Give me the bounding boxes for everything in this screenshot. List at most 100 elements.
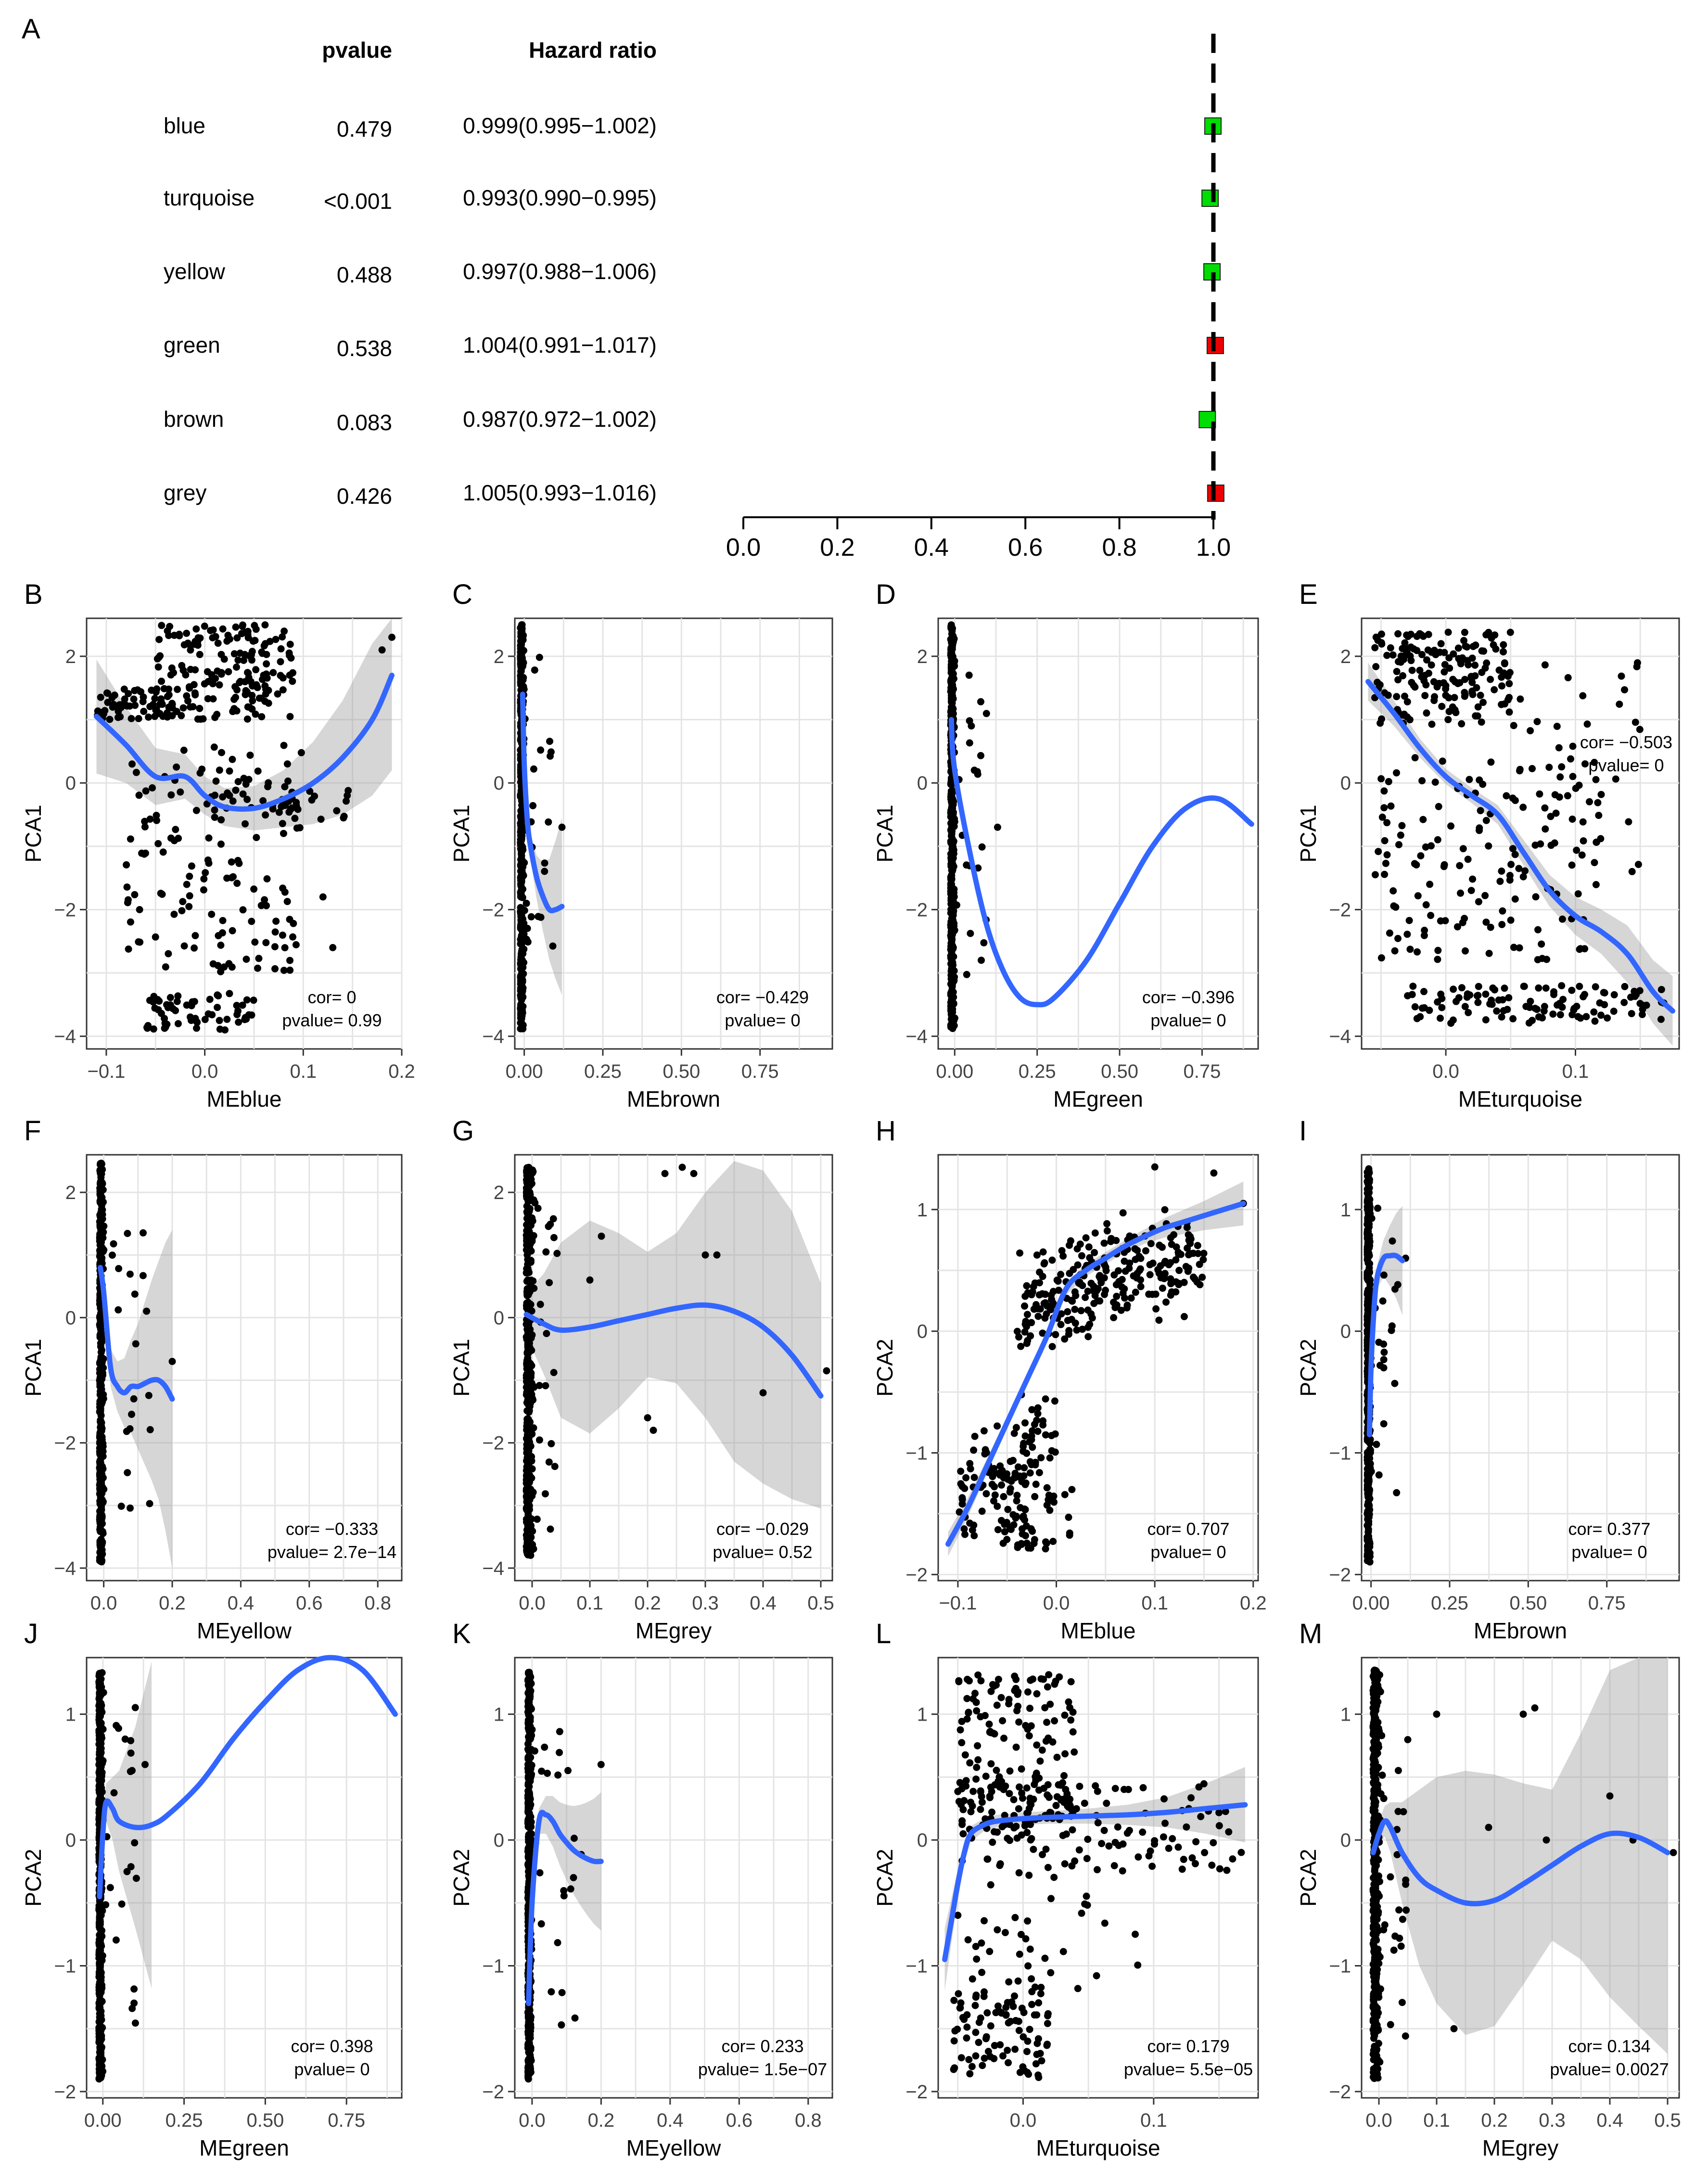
data-point — [1016, 1249, 1023, 1257]
data-point — [97, 1354, 105, 1361]
data-point — [1385, 778, 1392, 785]
data-point — [165, 685, 173, 693]
data-point — [973, 768, 981, 776]
data-point — [1464, 990, 1471, 998]
data-point — [219, 917, 227, 924]
data-point — [1505, 708, 1513, 716]
x-axis-label: MEgreen — [199, 2135, 289, 2160]
data-point — [970, 1532, 978, 1540]
data-point — [1471, 662, 1479, 669]
cor-annotation: cor= −0.503 — [1580, 732, 1672, 752]
data-point — [948, 1015, 956, 1022]
data-point — [947, 906, 955, 913]
x-tick-label: 0.0 — [1043, 1593, 1070, 1614]
data-point — [233, 1002, 241, 1009]
data-point — [1491, 686, 1498, 693]
data-point — [1365, 1165, 1373, 1173]
data-point — [1087, 1279, 1095, 1287]
data-point — [262, 690, 269, 698]
cor-annotation: cor= 0.377 — [1568, 1519, 1650, 1539]
data-point — [115, 701, 123, 709]
data-point — [1459, 919, 1466, 926]
y-axis-label: PCA2 — [872, 1339, 897, 1396]
data-point — [191, 932, 199, 939]
y-tick-label: 0 — [494, 773, 504, 794]
data-point — [1013, 1492, 1021, 1499]
x-tick-label: 0.5 — [807, 1593, 834, 1614]
data-point — [1389, 651, 1397, 659]
data-point — [106, 715, 114, 723]
data-point — [1112, 1237, 1120, 1244]
data-point — [115, 1265, 123, 1272]
data-point — [517, 1001, 524, 1008]
data-point — [547, 748, 555, 756]
data-point — [271, 965, 279, 972]
data-point — [131, 702, 139, 709]
data-point — [1490, 641, 1497, 649]
data-point — [524, 1257, 532, 1264]
data-point — [1031, 1493, 1039, 1500]
data-point — [1021, 1320, 1029, 1328]
data-point — [277, 645, 285, 652]
data-point — [553, 1250, 561, 1257]
data-point — [208, 1011, 216, 1019]
data-point — [1558, 763, 1566, 771]
data-point — [1132, 1256, 1139, 1264]
data-point — [135, 715, 142, 722]
data-point — [517, 889, 525, 897]
data-point — [292, 941, 300, 948]
data-point — [230, 650, 238, 658]
data-point — [1043, 1540, 1050, 1547]
data-point — [259, 676, 266, 683]
data-point — [180, 942, 188, 950]
data-point — [1406, 716, 1414, 724]
data-point — [1167, 1291, 1174, 1299]
data-point — [543, 1330, 550, 1337]
data-point — [217, 816, 225, 824]
data-point — [537, 913, 545, 921]
data-point — [947, 991, 955, 999]
data-point — [1021, 1302, 1028, 1310]
data-point — [1409, 983, 1417, 990]
data-point — [1577, 1014, 1584, 1022]
data-point — [1436, 649, 1444, 656]
data-point — [280, 830, 287, 837]
data-point — [209, 695, 217, 702]
data-point — [947, 838, 955, 845]
data-point — [759, 1389, 767, 1397]
data-point — [1387, 644, 1394, 651]
y-axis-label: PCA1 — [449, 805, 474, 862]
panel-label-d: D — [876, 579, 896, 610]
data-point — [1374, 678, 1381, 686]
data-point — [219, 625, 227, 633]
data-point — [98, 1942, 105, 1950]
data-point — [1380, 804, 1388, 812]
data-point — [1004, 1506, 1012, 1513]
data-point — [519, 1025, 527, 1033]
data-point — [214, 991, 221, 999]
data-point — [1020, 1512, 1027, 1520]
data-point — [242, 820, 249, 828]
data-point — [218, 929, 226, 937]
data-point — [527, 1765, 535, 1773]
y-tick-label: 1 — [65, 1704, 76, 1725]
data-point — [184, 697, 191, 705]
x-tick-label: 0.8 — [364, 1593, 391, 1614]
data-point — [521, 907, 528, 914]
forest-tick-label: 0.4 — [914, 534, 949, 562]
data-point — [1033, 1417, 1041, 1424]
data-point — [162, 963, 169, 971]
data-point — [518, 963, 526, 971]
data-point — [1504, 1006, 1511, 1013]
x-axis-label: MEblue — [207, 1086, 282, 1111]
data-point — [1395, 841, 1402, 848]
data-point — [977, 698, 984, 705]
data-point — [131, 1704, 139, 1711]
data-point — [1013, 1497, 1020, 1505]
data-point — [1084, 1288, 1092, 1295]
data-point — [146, 1500, 153, 1507]
y-tick-label: −2 — [905, 1564, 928, 1585]
row-name-yellow: yellow — [164, 259, 226, 284]
